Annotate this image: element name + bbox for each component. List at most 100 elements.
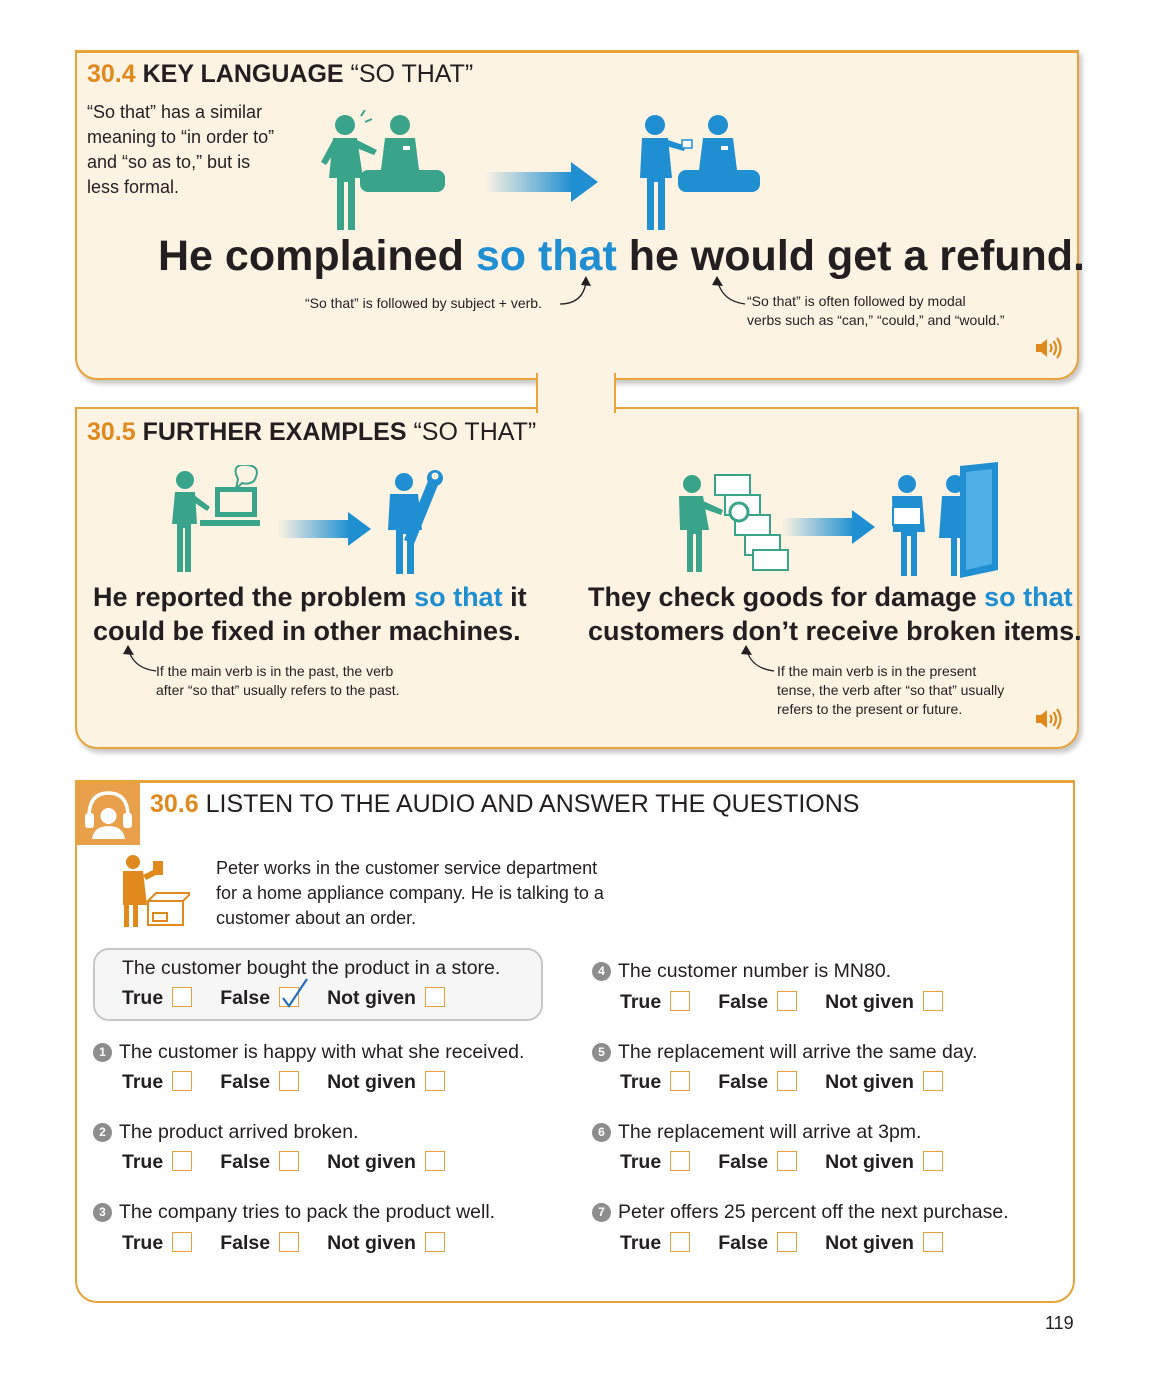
option-true: True	[122, 1151, 193, 1174]
checkbox[interactable]	[279, 1151, 300, 1171]
option-label: Not given	[825, 1232, 914, 1254]
question-text: The customer is happy with what she rece…	[119, 1041, 525, 1063]
note-arrow	[123, 645, 157, 672]
checkbox[interactable]	[922, 1071, 943, 1091]
checkbox[interactable]	[670, 1151, 691, 1171]
section-number: 30.5	[87, 418, 136, 446]
option-true: True	[620, 1071, 691, 1094]
option-not-given: Not given	[327, 1151, 445, 1174]
option-true: True	[620, 991, 691, 1014]
further-examples-panel	[75, 407, 1079, 749]
option-not-given: Not given	[825, 1151, 943, 1174]
sentence-part: customers don’t receive broken items.	[588, 616, 1082, 646]
option-false: False	[220, 978, 308, 1010]
checkbox[interactable]	[777, 991, 798, 1011]
checkbox[interactable]	[172, 987, 193, 1007]
option-label: True	[620, 991, 662, 1013]
section-subtitle: “SO THAT”	[350, 60, 474, 88]
arrow-icon	[278, 512, 371, 546]
key-language-panel	[75, 50, 1079, 380]
speaker-icon[interactable]	[1035, 707, 1063, 731]
option-label: True	[620, 1232, 662, 1254]
note-subject-verb: “So that” is followed by subject + verb.	[305, 295, 542, 311]
intro-line: customer about an order.	[216, 908, 417, 928]
checkbox[interactable]	[777, 1071, 798, 1091]
example-sentence-right: They check goods for damage so that cust…	[588, 580, 1082, 648]
sentence-highlight: so that	[414, 582, 503, 612]
sentence-part: He reported the problem	[93, 582, 407, 612]
option-label: False	[220, 987, 271, 1009]
question-number: 5	[592, 1043, 611, 1062]
checkbox[interactable]	[670, 1232, 691, 1252]
option-false: False	[718, 991, 798, 1014]
question-number: 1	[93, 1043, 112, 1062]
checkbox[interactable]	[172, 1151, 193, 1171]
option-label: False	[718, 1151, 769, 1173]
checkbox[interactable]	[777, 1151, 798, 1171]
listening-title: 30.6 LISTEN TO THE AUDIO AND ANSWER THE …	[150, 790, 859, 819]
question-text: The replacement will arrive the same day…	[618, 1041, 978, 1063]
example-sentence-left: He reported the problem so that it could…	[93, 580, 527, 648]
checkbox-checked[interactable]	[279, 978, 308, 1008]
option-label: True	[620, 1151, 662, 1173]
question-text: The product arrived broken.	[119, 1121, 359, 1143]
option-label: True	[122, 987, 164, 1009]
checkbox[interactable]	[922, 1151, 943, 1171]
checkbox[interactable]	[424, 1071, 445, 1091]
further-examples-title: 30.5 FURTHER EXAMPLES “SO THAT”	[87, 418, 536, 447]
listening-panel	[75, 780, 1075, 1303]
key-sentence: He complained so that he would get a ref…	[158, 232, 1085, 281]
note-line: verbs such as “can,” “could,” and “would…	[747, 312, 1005, 328]
question-text: The customer number is MN80.	[618, 960, 892, 982]
option-label: False	[220, 1071, 271, 1093]
delivery-illustration	[892, 462, 998, 578]
question-1-options: True False Not given	[122, 1071, 445, 1094]
note-arrow	[712, 276, 746, 305]
checkbox[interactable]	[279, 1232, 300, 1252]
question-3-options: True False Not given	[122, 1232, 445, 1255]
option-label: Not given	[825, 1071, 914, 1093]
checkbox[interactable]	[279, 1071, 300, 1091]
headphones-icon	[85, 791, 132, 839]
option-label: False	[718, 991, 769, 1013]
speaker-icon[interactable]	[1035, 336, 1063, 360]
checkbox[interactable]	[777, 1232, 798, 1252]
arrow-icon	[782, 510, 875, 544]
option-label: True	[620, 1071, 662, 1093]
example-options: True False Not given	[122, 978, 445, 1010]
note-past-tense: If the main verb is in the past, the ver…	[156, 662, 400, 700]
note-arrow	[741, 645, 775, 672]
question-number: 4	[592, 962, 611, 981]
checkbox[interactable]	[922, 1232, 943, 1252]
option-label: Not given	[327, 1071, 416, 1093]
checkbox[interactable]	[172, 1232, 193, 1252]
checkbox[interactable]	[670, 991, 691, 1011]
complaint-illustration	[321, 110, 445, 230]
sentence-part: he would get a refund.	[628, 232, 1086, 280]
option-false: False	[718, 1071, 798, 1094]
option-label: True	[122, 1151, 164, 1173]
question-4-options: True False Not given	[620, 991, 943, 1014]
note-line: If the main verb is in the past, the ver…	[156, 663, 394, 679]
option-not-given: Not given	[825, 1071, 943, 1094]
sentence-part: He complained	[158, 232, 464, 280]
option-true: True	[122, 1071, 193, 1094]
checkbox[interactable]	[424, 1232, 445, 1252]
section-keyword: KEY LANGUAGE	[142, 60, 344, 88]
note-line: If the main verb is in the present	[777, 663, 977, 679]
checkbox[interactable]	[922, 991, 943, 1011]
note-line: refers to the present or future.	[777, 701, 963, 717]
option-label: Not given	[327, 1232, 416, 1254]
checkbox[interactable]	[172, 1071, 193, 1091]
intro-line: for a home appliance company. He is talk…	[216, 883, 604, 903]
checkbox[interactable]	[424, 1151, 445, 1171]
option-true: True	[620, 1151, 691, 1174]
example-question-text: The customer bought the product in a sto…	[122, 957, 501, 979]
checkbox[interactable]	[424, 987, 445, 1007]
checkmark-icon	[282, 978, 308, 1008]
intro-line: and “so as to,” but is	[87, 152, 251, 172]
checkbox[interactable]	[670, 1071, 691, 1091]
section-number: 30.4	[87, 60, 136, 88]
question-2: 2 The product arrived broken.	[93, 1121, 359, 1144]
packing-illustration	[123, 855, 190, 927]
